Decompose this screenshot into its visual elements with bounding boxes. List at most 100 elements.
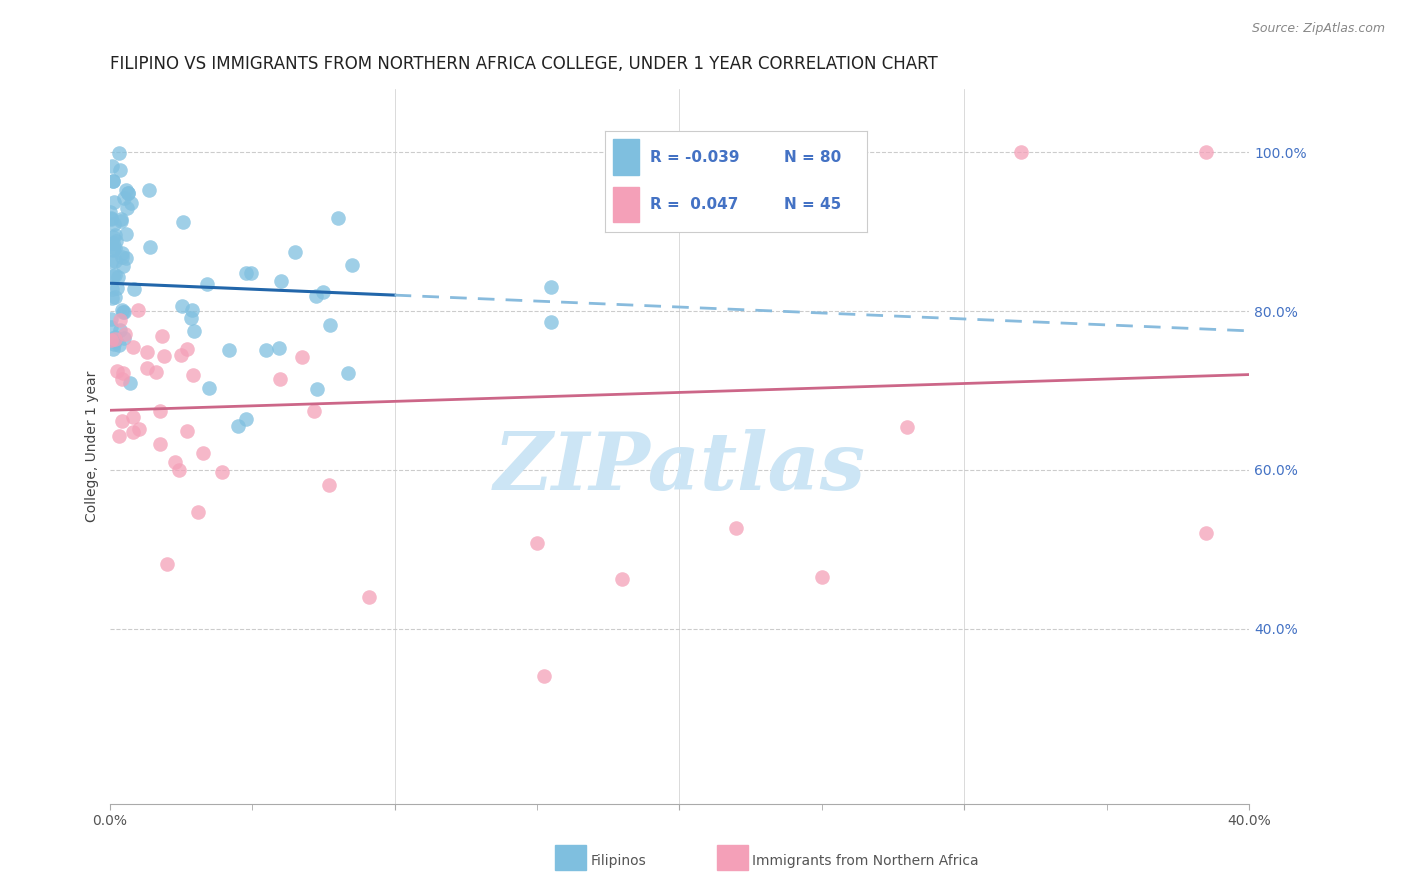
Point — [108, 313, 131, 327]
Point — [181, 368, 204, 382]
Point — [267, 341, 290, 355]
Point — [1195, 526, 1218, 541]
Point — [118, 376, 141, 390]
Point — [198, 381, 221, 395]
Point — [150, 328, 173, 343]
Point — [117, 186, 139, 200]
Point — [111, 250, 134, 264]
Point — [105, 234, 128, 248]
Point — [318, 478, 340, 492]
Point — [103, 337, 125, 351]
Point — [1010, 145, 1032, 160]
Point — [104, 241, 127, 255]
Point — [305, 289, 328, 303]
Point — [104, 330, 127, 344]
Point — [104, 228, 127, 243]
Point — [101, 343, 124, 357]
Point — [302, 404, 325, 418]
Point — [139, 240, 162, 254]
Point — [112, 191, 135, 205]
Point — [100, 254, 122, 268]
Point — [111, 302, 134, 317]
Point — [122, 282, 145, 296]
Point — [176, 424, 198, 438]
Point — [101, 291, 124, 305]
Point — [195, 277, 218, 291]
Point — [291, 351, 314, 365]
Point — [100, 212, 122, 227]
Point — [115, 251, 138, 265]
Point — [187, 505, 209, 519]
Point — [169, 348, 191, 362]
Point — [284, 244, 307, 259]
Point — [117, 201, 139, 215]
Point — [98, 204, 121, 219]
Point — [172, 215, 194, 229]
Point — [107, 145, 129, 160]
Point — [305, 383, 328, 397]
Point — [211, 465, 233, 479]
Point — [340, 258, 363, 272]
Point — [111, 305, 134, 319]
Point — [101, 174, 124, 188]
Point — [128, 422, 150, 436]
Point — [100, 319, 122, 334]
Point — [180, 311, 202, 326]
Point — [114, 326, 136, 341]
Point — [235, 266, 257, 280]
Point — [896, 420, 918, 434]
Y-axis label: College, Under 1 year: College, Under 1 year — [86, 370, 100, 522]
Point — [218, 343, 240, 358]
Point — [172, 299, 194, 313]
Point — [107, 270, 129, 285]
Point — [110, 323, 132, 337]
Point — [101, 229, 124, 244]
Point — [152, 349, 174, 363]
Point — [725, 521, 748, 535]
Point — [101, 242, 124, 256]
Point — [136, 344, 159, 359]
Point — [326, 211, 349, 225]
Point — [122, 340, 145, 354]
Point — [254, 343, 277, 358]
Point — [117, 186, 139, 201]
Point — [226, 419, 249, 434]
Point — [122, 410, 145, 425]
Text: Filipinos: Filipinos — [591, 854, 647, 868]
Point — [110, 214, 132, 228]
Point — [108, 338, 131, 352]
Point — [101, 174, 124, 188]
Point — [108, 429, 131, 443]
Point — [101, 159, 124, 173]
Point — [121, 425, 143, 440]
Text: FILIPINO VS IMMIGRANTS FROM NORTHERN AFRICA COLLEGE, UNDER 1 YEAR CORRELATION CH: FILIPINO VS IMMIGRANTS FROM NORTHERN AFR… — [110, 55, 938, 73]
Point — [114, 227, 136, 241]
Point — [145, 365, 167, 379]
Point — [103, 268, 125, 283]
Point — [148, 436, 170, 450]
Text: Source: ZipAtlas.com: Source: ZipAtlas.com — [1251, 22, 1385, 36]
Point — [104, 332, 127, 346]
Point — [540, 315, 562, 329]
Point — [112, 304, 135, 318]
Point — [100, 211, 122, 225]
Point — [111, 366, 134, 380]
Point — [100, 312, 122, 326]
Point — [148, 404, 170, 418]
Point — [337, 367, 360, 381]
Point — [240, 266, 263, 280]
Point — [105, 281, 128, 295]
Point — [103, 235, 125, 250]
Point — [105, 364, 128, 378]
Point — [104, 290, 127, 304]
Text: Immigrants from Northern Africa: Immigrants from Northern Africa — [752, 854, 979, 868]
Point — [112, 331, 135, 345]
Text: ZIPatlas: ZIPatlas — [494, 429, 866, 507]
Point — [181, 302, 204, 317]
Point — [112, 259, 135, 273]
Point — [359, 590, 381, 604]
Point — [183, 324, 205, 338]
Point — [540, 280, 562, 294]
Point — [811, 570, 834, 584]
Point — [176, 342, 198, 356]
